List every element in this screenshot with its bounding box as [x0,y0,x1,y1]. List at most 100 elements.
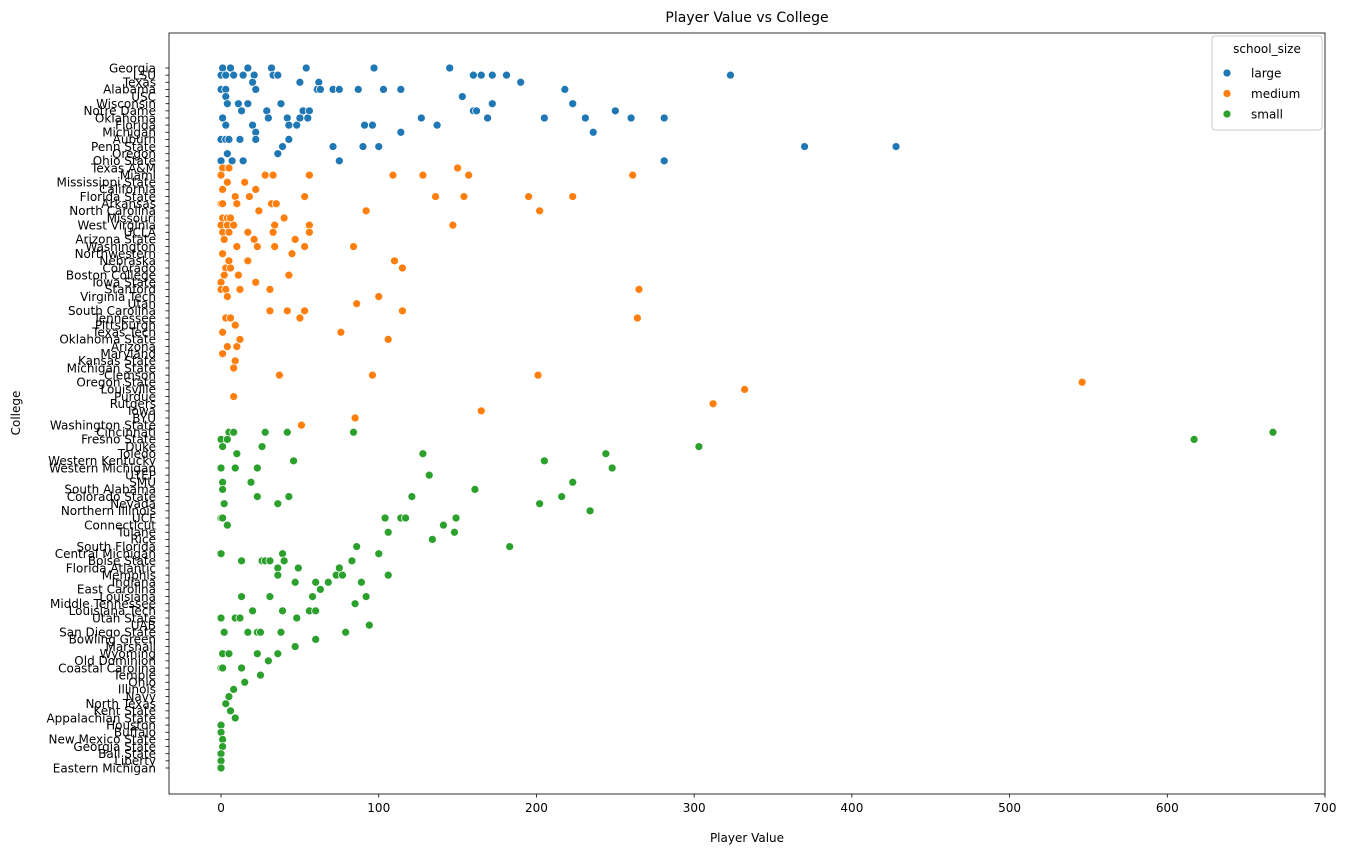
data-point-large [396,127,406,137]
data-point-medium [634,285,644,294]
data-point-medium [300,192,310,201]
data-point-small [338,570,347,580]
legend-label-large: large [1251,66,1281,80]
y-tick-label: Cincinnati [96,426,156,440]
y-tick-label: Fresno State [81,433,156,447]
data-point-small [219,627,229,637]
data-point-medium [224,163,234,173]
data-point-medium [243,256,253,266]
data-point-small [278,549,287,559]
data-point-large [314,77,324,87]
data-point-large [396,85,406,94]
data-point-small [601,449,611,459]
data-point-small [229,685,239,694]
data-point-small [265,592,275,601]
data-point-large [516,77,526,87]
data-point-small [1268,427,1278,437]
data-point-small [380,513,390,523]
y-tick-label: Pittsburgh [95,318,156,332]
data-point-small [229,427,239,437]
y-tick-label: Ball State [98,747,156,761]
data-point-large [282,113,292,123]
data-point-medium [224,227,234,237]
data-point-large [334,156,344,166]
data-point-large [626,113,636,123]
data-point-small [265,556,275,566]
data-point-large [238,70,248,80]
y-tick-label: UTEP [125,468,156,482]
data-point-small [341,627,351,637]
x-axis-label: Player Value [710,831,784,845]
data-point-small [383,527,393,537]
data-point-small [539,456,549,466]
data-point-small [450,527,459,537]
data-point-medium [708,399,718,409]
y-tick-label: Louisville [101,383,157,397]
data-point-large [221,92,231,101]
data-point-small [276,627,286,637]
data-point-medium [271,199,281,209]
y-tick-label: Maryland [100,347,156,361]
data-point-small [1189,435,1199,444]
plot-points [216,63,1278,773]
data-point-large [263,113,273,123]
data-point-medium [448,220,458,230]
data-point-small [292,613,302,623]
data-point-small [256,627,265,637]
data-point-large [487,70,497,80]
y-tick-label: Washington State [50,418,156,432]
data-point-medium [300,242,310,251]
data-point-large [472,106,481,116]
legend-marker-small [1222,109,1232,119]
data-point-medium [230,192,240,201]
data-point-small [364,620,374,630]
data-point-large [227,156,237,166]
data-point-small [383,570,393,580]
data-point-large [216,156,226,166]
data-point-medium [265,285,275,294]
y-tick-label: Coastal Carolina [58,661,156,675]
data-point-medium [229,220,239,230]
data-point-small [246,477,256,487]
data-point-small [451,513,461,523]
data-point-small [418,449,428,459]
data-point-small [216,549,226,559]
data-point-medium [218,199,227,209]
y-tick-label: North Texas [85,697,156,711]
y-tick-label: BYU [132,411,156,425]
data-point-small [240,677,250,687]
y-tick-label: Utah State [92,611,156,625]
data-point-large [301,63,311,73]
data-point-medium [1077,377,1087,387]
y-tick-label: Tulane [116,526,156,540]
data-point-small [293,563,303,573]
x-tick-label: 300 [683,801,706,815]
y-tick-label: Arkansas [101,197,156,211]
y-tick-label: Miami [120,168,156,182]
data-point-small [352,542,362,551]
data-point-large [229,70,239,80]
data-point-medium [633,313,642,323]
y-tick-label: UCF [132,511,156,525]
y-tick-label: Florida [115,118,156,132]
data-point-medium [260,170,270,180]
data-point-small [237,663,246,673]
data-point-large [292,120,302,130]
data-point-medium [383,335,393,344]
data-point-large [237,106,246,116]
data-point-small [248,606,257,616]
data-point-small [216,727,226,737]
data-point-medium [533,370,543,380]
y-tick-label: Michigan [102,126,156,140]
data-point-large [273,149,283,159]
data-point-large [238,156,248,166]
data-point-large [476,70,486,80]
y-tick-label: New Mexico State [49,733,156,747]
data-point-medium [459,192,469,201]
data-point-large [251,135,261,144]
data-point-small [311,606,321,616]
data-point-small [218,742,227,751]
data-point-small [218,442,227,451]
y-tick-label: South Carolina [68,304,156,318]
